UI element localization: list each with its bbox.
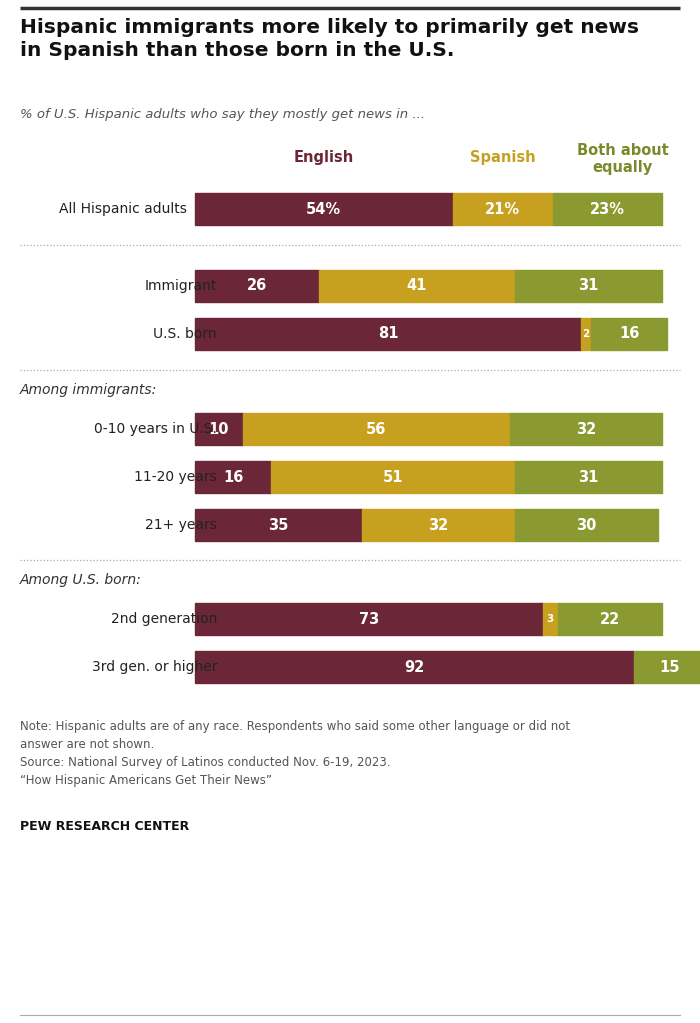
Bar — [510, 413, 662, 445]
Text: Hispanic immigrants more likely to primarily get news
in Spanish than those born: Hispanic immigrants more likely to prima… — [20, 18, 639, 60]
Bar — [272, 461, 514, 493]
Text: 21%: 21% — [485, 202, 520, 217]
Bar — [195, 461, 272, 493]
Text: 51: 51 — [383, 470, 403, 485]
Text: Immigrant: Immigrant — [145, 279, 217, 293]
Text: 16: 16 — [223, 470, 244, 485]
Text: 81: 81 — [378, 326, 398, 342]
Text: 56: 56 — [366, 421, 386, 437]
Text: 22: 22 — [600, 612, 620, 626]
Bar — [453, 193, 553, 225]
Text: 16: 16 — [619, 326, 639, 342]
Text: 41: 41 — [407, 278, 427, 294]
Bar — [195, 509, 362, 541]
Text: Among immigrants:: Among immigrants: — [20, 383, 158, 397]
Bar — [634, 651, 700, 683]
Text: Among U.S. born:: Among U.S. born: — [20, 573, 141, 587]
Text: 11-20 years: 11-20 years — [134, 470, 217, 484]
Text: 3rd gen. or higher: 3rd gen. or higher — [92, 660, 217, 674]
Bar — [195, 270, 319, 302]
Text: 23%: 23% — [590, 202, 625, 217]
Text: % of U.S. Hispanic adults who say they mostly get news in ...: % of U.S. Hispanic adults who say they m… — [20, 108, 425, 121]
Text: Spanish: Spanish — [470, 150, 536, 165]
Text: 35: 35 — [268, 518, 288, 533]
Bar — [195, 193, 453, 225]
Bar — [319, 270, 514, 302]
Bar — [362, 509, 514, 541]
Text: All Hispanic adults: All Hispanic adults — [59, 202, 187, 216]
Text: Both about
equally: Both about equally — [577, 143, 668, 175]
Bar — [553, 193, 662, 225]
Text: Note: Hispanic adults are of any race. Respondents who said some other language : Note: Hispanic adults are of any race. R… — [20, 720, 570, 787]
Text: 54%: 54% — [306, 202, 342, 217]
Text: 73: 73 — [359, 612, 379, 626]
Text: 31: 31 — [578, 278, 598, 294]
Text: 92: 92 — [405, 660, 424, 674]
Text: PEW RESEARCH CENTER: PEW RESEARCH CENTER — [20, 820, 189, 833]
Bar — [195, 651, 634, 683]
Bar — [591, 318, 667, 350]
Bar — [514, 509, 658, 541]
Text: 32: 32 — [576, 421, 596, 437]
Bar — [514, 461, 662, 493]
Text: 21+ years: 21+ years — [145, 518, 217, 532]
Bar — [582, 318, 591, 350]
Text: 2nd generation: 2nd generation — [111, 612, 217, 626]
Bar — [514, 270, 662, 302]
Text: 2: 2 — [582, 329, 590, 339]
Text: 26: 26 — [247, 278, 267, 294]
Bar — [557, 603, 662, 635]
Text: 31: 31 — [578, 470, 598, 485]
Bar — [243, 413, 510, 445]
Text: U.S. born: U.S. born — [153, 327, 217, 341]
Text: 10: 10 — [209, 421, 229, 437]
Text: 30: 30 — [576, 518, 596, 533]
Text: 15: 15 — [659, 660, 680, 674]
Bar — [543, 603, 557, 635]
Text: English: English — [294, 150, 354, 165]
Text: 32: 32 — [428, 518, 449, 533]
Bar — [195, 318, 582, 350]
Bar — [195, 413, 243, 445]
Text: 0-10 years in U.S.: 0-10 years in U.S. — [94, 422, 217, 436]
Text: 3: 3 — [547, 614, 554, 624]
Bar — [195, 603, 543, 635]
